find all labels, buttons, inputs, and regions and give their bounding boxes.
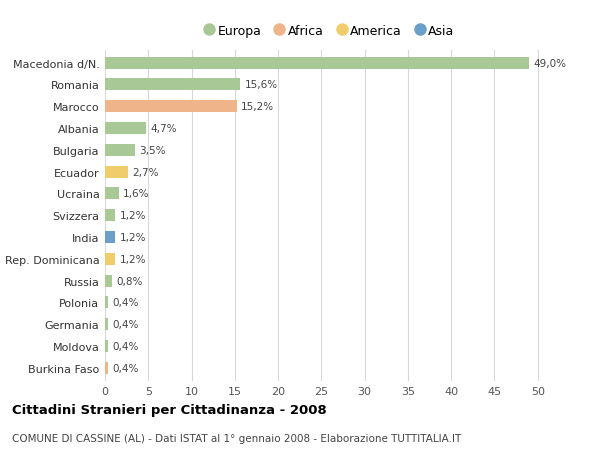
Text: 0,4%: 0,4% bbox=[113, 298, 139, 308]
Text: 1,2%: 1,2% bbox=[120, 254, 146, 264]
Text: 3,5%: 3,5% bbox=[140, 146, 166, 156]
Bar bbox=[105, 231, 115, 243]
Bar bbox=[105, 145, 135, 157]
Text: 15,2%: 15,2% bbox=[241, 102, 274, 112]
Text: 0,8%: 0,8% bbox=[116, 276, 143, 286]
Text: 49,0%: 49,0% bbox=[533, 59, 566, 68]
Text: 4,7%: 4,7% bbox=[150, 124, 176, 134]
Text: COMUNE DI CASSINE (AL) - Dati ISTAT al 1° gennaio 2008 - Elaborazione TUTTITALIA: COMUNE DI CASSINE (AL) - Dati ISTAT al 1… bbox=[12, 433, 461, 442]
Bar bbox=[105, 340, 109, 352]
Bar bbox=[105, 275, 112, 287]
Bar bbox=[105, 253, 115, 265]
Bar bbox=[105, 123, 146, 135]
Text: 1,2%: 1,2% bbox=[120, 211, 146, 221]
Text: 0,4%: 0,4% bbox=[113, 363, 139, 373]
Bar bbox=[105, 188, 119, 200]
Bar bbox=[105, 297, 109, 308]
Text: Cittadini Stranieri per Cittadinanza - 2008: Cittadini Stranieri per Cittadinanza - 2… bbox=[12, 403, 327, 416]
Text: 0,4%: 0,4% bbox=[113, 319, 139, 330]
Text: 1,2%: 1,2% bbox=[120, 232, 146, 242]
Bar bbox=[105, 362, 109, 374]
Text: 1,6%: 1,6% bbox=[123, 189, 149, 199]
Bar bbox=[105, 166, 128, 178]
Legend: Europa, Africa, America, Asia: Europa, Africa, America, Asia bbox=[206, 25, 454, 38]
Text: 2,7%: 2,7% bbox=[133, 167, 159, 177]
Bar bbox=[105, 210, 115, 222]
Text: 0,4%: 0,4% bbox=[113, 341, 139, 351]
Bar bbox=[105, 79, 240, 91]
Text: 15,6%: 15,6% bbox=[244, 80, 277, 90]
Bar bbox=[105, 57, 529, 69]
Bar bbox=[105, 101, 236, 113]
Bar bbox=[105, 319, 109, 330]
